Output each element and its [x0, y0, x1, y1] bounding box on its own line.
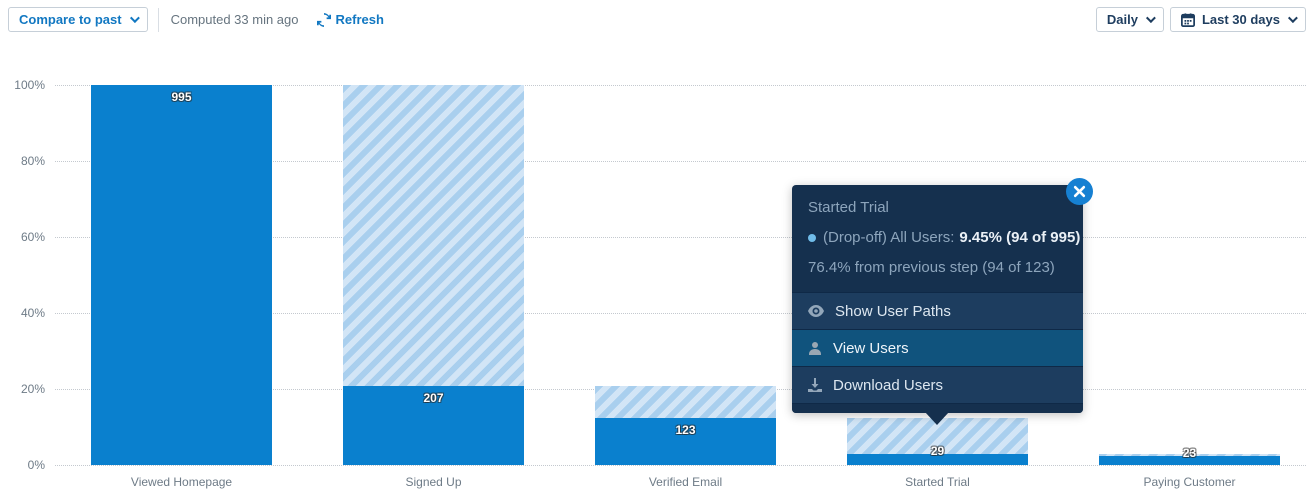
gridline [55, 161, 1306, 162]
series-bullet-icon [808, 233, 816, 242]
tooltip-stats: Started Trial (Drop-off) All Users: 9.45… [792, 185, 1083, 292]
dropoff-value: 9.45% (94 of 995) [959, 229, 1081, 246]
menu-item-label: Download Users [833, 376, 944, 394]
vertical-divider [157, 7, 159, 32]
x-axis-label: Started Trial [905, 475, 970, 489]
download-icon [808, 378, 822, 392]
eye-icon [808, 305, 824, 317]
tooltip-menu: Show User Paths View Users Download User… [792, 292, 1083, 404]
menu-item-label: View Users [833, 339, 909, 357]
compare-to-past-label: Compare to past [19, 12, 122, 27]
x-axis-label: Verified Email [648, 475, 723, 489]
date-range-dropdown[interactable]: Last 30 days [1169, 7, 1306, 32]
gridline [55, 85, 1306, 86]
x-axis-label: Signed Up [405, 475, 462, 489]
y-axis-label: 100% [14, 78, 45, 92]
user-icon [809, 342, 821, 355]
toolbar-right: Daily Last 30 days [1095, 7, 1306, 32]
gridline [55, 465, 1306, 466]
funnel-bar-solid[interactable] [1099, 456, 1280, 465]
tooltip-title: Started Trial [808, 199, 889, 216]
tooltip-footer [792, 404, 1083, 413]
y-axis-label: 40% [20, 306, 45, 320]
gridline [55, 237, 1306, 238]
date-range-label: Last 30 days [1201, 12, 1280, 27]
x-axis-label: Paying Customer [1143, 475, 1236, 489]
funnel-bar-dropoff[interactable] [1099, 453, 1280, 457]
dropoff-label: (Drop-off) All Users: [823, 229, 955, 246]
started-trial-tooltip: Started Trial (Drop-off) All Users: 9.45… [792, 178, 1093, 425]
y-axis-label: 80% [20, 154, 45, 168]
previous-step-stat: 76.4% from previous step (94 of 123) [808, 259, 1055, 276]
x-axis-label: Viewed Homepage [130, 475, 233, 489]
refresh-button[interactable]: Refresh [316, 12, 384, 27]
menu-item-label: Show User Paths [835, 302, 951, 320]
calendar-icon [1180, 12, 1195, 27]
menu-item-download-users[interactable]: Download Users [792, 367, 1083, 404]
y-axis-label: 60% [20, 230, 45, 244]
funnel-bar-dropoff[interactable] [595, 385, 776, 419]
y-axis-label: 0% [27, 458, 45, 472]
toolbar-left: Compare to past Computed 33 min ago Refr… [8, 7, 384, 32]
compare-to-past-dropdown[interactable]: Compare to past [8, 7, 148, 32]
menu-item-show-user-paths[interactable]: Show User Paths [792, 293, 1083, 330]
gridline [55, 313, 1306, 314]
funnel-bar-dropoff[interactable] [343, 85, 524, 386]
funnel-bar-solid[interactable] [91, 85, 272, 465]
funnel-bar-solid[interactable] [847, 453, 1028, 465]
dropoff-stat: (Drop-off) All Users: 9.45% (94 of 995) [808, 229, 1080, 246]
menu-item-view-users[interactable]: View Users [792, 330, 1083, 367]
close-icon[interactable] [1066, 178, 1093, 205]
computed-timestamp: Computed 33 min ago [170, 12, 299, 27]
tooltip-caret [925, 412, 949, 425]
interval-dropdown[interactable]: Daily [1095, 7, 1164, 32]
refresh-icon [316, 12, 331, 27]
refresh-label: Refresh [335, 12, 384, 27]
funnel-bar-solid[interactable] [343, 385, 524, 465]
toolbar: Compare to past Computed 33 min ago Refr… [0, 0, 1314, 42]
interval-label: Daily [1106, 12, 1138, 27]
funnel-bar-solid[interactable] [595, 418, 776, 465]
y-axis-label: 20% [20, 382, 45, 396]
